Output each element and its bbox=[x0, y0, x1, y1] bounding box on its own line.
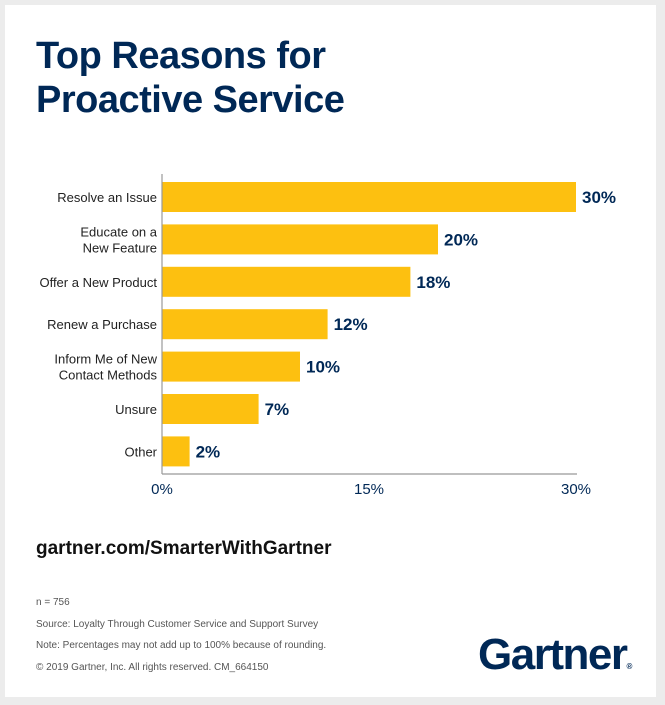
footnote-note: Note: Percentages may not add up to 100%… bbox=[36, 640, 327, 651]
data-label: 2% bbox=[196, 442, 221, 461]
footnotes: n = 756 Source: Loyalty Through Customer… bbox=[36, 597, 326, 683]
source-url[interactable]: gartner.com/SmarterWithGartner bbox=[36, 538, 332, 559]
bar bbox=[162, 182, 576, 212]
title-line-1: Top Reasons for bbox=[36, 35, 326, 77]
category-label: Unsure bbox=[115, 402, 157, 417]
data-label: 18% bbox=[416, 273, 450, 292]
category-label: Other bbox=[124, 444, 157, 459]
bar bbox=[162, 351, 300, 382]
data-label: 30% bbox=[582, 188, 616, 207]
gartner-logo: Gartner® bbox=[478, 630, 633, 679]
category-label: Educate on a bbox=[80, 224, 157, 239]
chart-title: Top Reasons for Proactive Service bbox=[36, 34, 345, 122]
footnote-copyright: © 2019 Gartner, Inc. All rights reserved… bbox=[36, 661, 269, 673]
x-tick-label: 0% bbox=[151, 481, 173, 498]
footnote-sample-size: n = 756 bbox=[36, 597, 70, 608]
bar bbox=[162, 224, 438, 255]
category-label: Renew a Purchase bbox=[47, 317, 157, 332]
x-tick-label: 15% bbox=[354, 481, 384, 498]
title-line-2: Proactive Service bbox=[36, 79, 345, 121]
category-label: Offer a New Product bbox=[39, 275, 157, 290]
data-label: 12% bbox=[334, 315, 368, 334]
category-label: Contact Methods bbox=[59, 368, 158, 383]
data-label: 10% bbox=[306, 358, 340, 377]
bar bbox=[162, 266, 411, 297]
category-label: Inform Me of New bbox=[54, 352, 157, 367]
data-label: 20% bbox=[444, 230, 478, 249]
bar bbox=[162, 394, 259, 424]
category-label: Resolve an Issue bbox=[57, 190, 157, 205]
bar bbox=[162, 309, 328, 340]
bar bbox=[162, 436, 190, 467]
data-label: 7% bbox=[265, 400, 290, 419]
category-label: New Feature bbox=[83, 240, 157, 255]
x-tick-label: 30% bbox=[561, 481, 591, 498]
footnote-source: Source: Loyalty Through Customer Service… bbox=[36, 618, 319, 630]
infographic-card bbox=[5, 5, 656, 697]
